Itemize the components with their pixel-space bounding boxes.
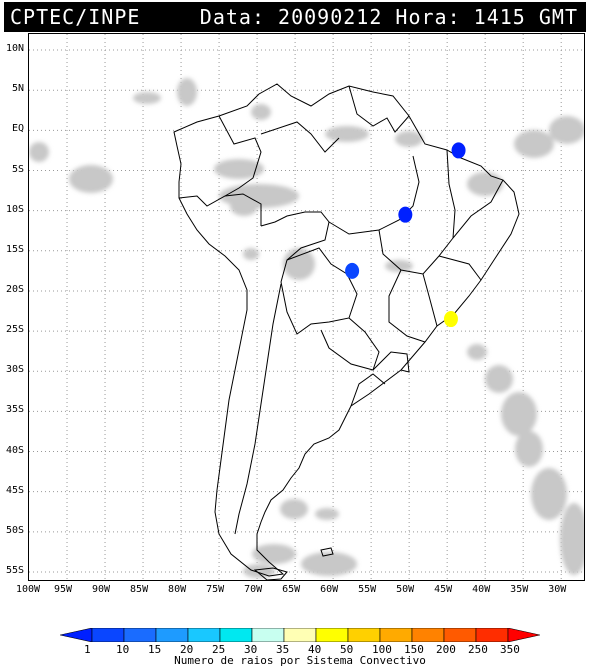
colorbar-segment (507, 628, 540, 642)
lon-label: 45W (434, 584, 453, 595)
lightning-systems (345, 142, 466, 328)
border-venezuela (260, 121, 340, 153)
lat-label: 55S (5, 564, 24, 576)
colorbar-segment (123, 628, 157, 642)
lon-label: 40W (472, 584, 491, 595)
colorbar-segment (187, 628, 221, 642)
colorbar-title: Numero de raios por Sistema Convectivo (174, 654, 426, 667)
longitude-labels: 100W 95W 90W 85W 80W 75W 70W 65W 60W 55W 50W 45W 40W… (0, 584, 600, 598)
lon-label: 95W (54, 584, 73, 595)
colorbar-tick-label: 40 (308, 643, 322, 656)
border-guianas (348, 85, 410, 133)
lat-label: 25S (5, 324, 24, 336)
colorbar-tick-label: 50 (340, 643, 354, 656)
lightning-system-marker (451, 142, 466, 159)
colorbar-segment (475, 628, 509, 642)
border-brazil-states-4 (388, 269, 426, 343)
latitude-labels: 10N 5N EQ 5S 10S 15S 20S 25S 30S 35S 40S 45S 50S 55S (0, 33, 28, 581)
colorbar-segment (283, 628, 317, 642)
colorbar-tick-label: 1 (84, 643, 91, 656)
falkland-islands (320, 547, 334, 557)
border-brazil-states-6 (446, 149, 456, 239)
colorbar-segment (91, 628, 125, 642)
colorbar-tick-label: 15 (148, 643, 162, 656)
map-panel (28, 33, 585, 581)
lon-label: 50W (396, 584, 415, 595)
colorbar-segment (411, 628, 445, 642)
border-brazil-states-3 (422, 273, 438, 327)
border-ecuador-peru (178, 193, 262, 226)
lat-label: 20S (5, 283, 24, 295)
lightning-system-marker (345, 262, 360, 279)
border-uruguay (350, 373, 386, 407)
lightning-system-marker (398, 206, 413, 223)
colorbar-tick-label: 20 (180, 643, 194, 656)
lon-label: 65W (282, 584, 301, 595)
datetime-label: Data: 20090212 Hora: 1415 GMT (199, 5, 578, 29)
colorbar-tick-label: 10 (116, 643, 130, 656)
south-america-map (29, 34, 584, 580)
lon-label: 30W (548, 584, 567, 595)
colorbar-segment (251, 628, 285, 642)
map-header: CPTEC/INPE Data: 20090212 Hora: 1415 GMT (4, 2, 586, 32)
colorbar-segment (315, 628, 349, 642)
tierra-del-fuego (253, 567, 288, 580)
lat-label: EQ (11, 123, 24, 135)
colorbar-segment (219, 628, 253, 642)
lat-label: 10S (5, 203, 24, 215)
colorbar-tick-label: 25 (212, 643, 226, 656)
lat-label: 40S (5, 444, 24, 456)
border-paraguay (320, 317, 380, 371)
colorbar (60, 628, 540, 642)
colorbar-tick-label: 150 (404, 643, 424, 656)
lat-label: 15S (5, 243, 24, 255)
cloud-cover (29, 78, 584, 578)
lon-label: 60W (320, 584, 339, 595)
colorbar-tick-label: 100 (372, 643, 392, 656)
lon-label: 85W (130, 584, 149, 595)
colorbar-segment (443, 628, 477, 642)
lat-label: 50S (5, 524, 24, 536)
lon-label: 70W (244, 584, 263, 595)
source-label: CPTEC/INPE (10, 5, 141, 29)
colorbar-tick-label: 350 (500, 643, 520, 656)
colorbar-tick-label: 35 (276, 643, 290, 656)
lat-label: 45S (5, 484, 24, 496)
country-borders (173, 83, 520, 580)
colorbar-tick-label: 30 (244, 643, 258, 656)
border-chile-argentina (234, 283, 282, 535)
lon-label: 100W (16, 584, 41, 595)
border-brazil-states-5 (438, 255, 482, 281)
border-brazil-states-1 (328, 155, 420, 235)
lat-label: 30S (5, 364, 24, 376)
colorbar-tick-label: 200 (436, 643, 456, 656)
south-america-coastline (173, 83, 520, 577)
lon-label: 35W (510, 584, 529, 595)
lat-label: 10N (5, 43, 24, 55)
colorbar-segment (379, 628, 413, 642)
lon-label: 75W (206, 584, 225, 595)
lightning-system-marker (443, 311, 458, 328)
colorbar-tick-label: 250 (468, 643, 488, 656)
colorbar-segment (60, 628, 93, 642)
colorbar-segment (155, 628, 189, 642)
lon-label: 80W (168, 584, 187, 595)
border-argentina-brazil (372, 351, 410, 373)
border-peru-brazil (260, 211, 330, 283)
lat-label: 35S (5, 404, 24, 416)
lat-label: 5N (11, 83, 24, 95)
colorbar-labels: 1 10 15 20 25 30 35 40 50 100 150 200 250 350 (60, 643, 540, 656)
colorbar-segment (347, 628, 381, 642)
lon-label: 90W (92, 584, 111, 595)
lat-lon-grid (29, 34, 584, 580)
lon-label: 55W (358, 584, 377, 595)
border-colombia (218, 115, 262, 197)
lat-label: 5S (11, 163, 24, 175)
